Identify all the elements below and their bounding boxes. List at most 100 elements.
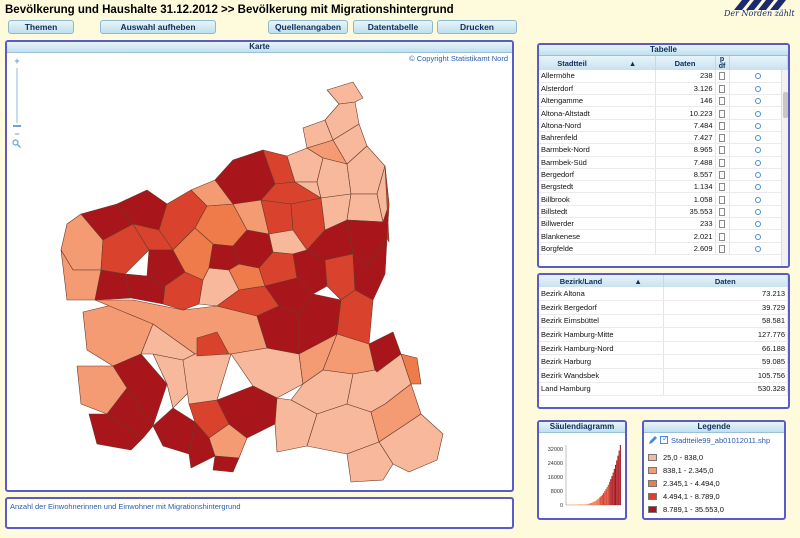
mini-bar — [580, 504, 582, 505]
table-row[interactable]: Blankenese 2.021 — [539, 229, 788, 243]
table-row[interactable]: Bezirk Wandsbek 105.756 — [539, 368, 788, 383]
pdf-document-icon[interactable] — [719, 183, 725, 192]
table-row[interactable]: Bergstedt 1.134 — [539, 180, 788, 194]
magnifier-icon[interactable] — [755, 159, 762, 166]
table-row[interactable]: Bezirk Bergedorf 39.729 — [539, 300, 788, 315]
pdf-document-icon[interactable] — [719, 97, 725, 106]
table-row[interactable]: Allermöhe 238 — [539, 70, 788, 83]
bezirk-value: 530.328 — [663, 382, 788, 397]
bezirk-name: Bezirk Bergedorf — [539, 300, 664, 315]
table-row[interactable]: Barmbek-Süd 7.488 — [539, 156, 788, 169]
legend-class-label: 838,1 - 2.345,0 — [663, 466, 714, 475]
pdf-document-icon[interactable] — [719, 121, 725, 130]
pencil-icon[interactable] — [648, 435, 657, 445]
tabelle-scrollbar[interactable] — [781, 70, 788, 266]
pdf-document-icon[interactable] — [719, 220, 725, 229]
table-row[interactable]: Altengamme 146 — [539, 94, 788, 108]
col-pdf[interactable]: p df — [715, 56, 730, 70]
table-row[interactable]: Bezirk Hamburg-Mitte 127.776 — [539, 327, 788, 342]
magnifier-icon[interactable] — [755, 196, 762, 203]
zoom-control[interactable]: + − — [12, 56, 22, 156]
pdf-document-icon[interactable] — [719, 134, 725, 143]
pdf-document-icon[interactable] — [719, 72, 725, 81]
bezirk-panel: Bezirk/Land ▲ Daten Bezirk Altona 73.213 B… — [537, 273, 790, 409]
magnifier-icon[interactable] — [755, 172, 762, 179]
layer-checkbox-icon[interactable]: ✓ — [660, 434, 669, 444]
magnifier-icon[interactable] — [755, 85, 762, 92]
magnifier-icon[interactable] — [755, 147, 762, 154]
col-bezirk-daten[interactable]: Daten — [663, 275, 788, 287]
themen-button[interactable]: Themen — [8, 20, 74, 34]
table-row[interactable]: Altona-Nord 7.484 — [539, 119, 788, 132]
pdf-document-icon[interactable] — [719, 84, 725, 93]
stadtteil-name: Altengamme — [539, 94, 656, 108]
magnifier-icon[interactable] — [755, 208, 762, 215]
table-row[interactable]: Altona-Altstadt 10.223 — [539, 106, 788, 120]
quellenangaben-button[interactable]: Quellenangaben — [268, 20, 348, 34]
pdf-document-icon[interactable] — [719, 109, 725, 118]
map-district — [378, 413, 444, 473]
mini-bar — [615, 464, 617, 505]
pdf-document-icon[interactable] — [719, 232, 725, 241]
pdf-document-icon[interactable] — [719, 171, 725, 180]
mini-bar — [603, 492, 605, 505]
mini-bar — [599, 497, 601, 505]
stadtteil-value: 8.557 — [655, 168, 716, 182]
magnifier-icon[interactable] — [755, 122, 762, 129]
mini-bar — [619, 445, 621, 505]
zoom-slider-track[interactable] — [16, 68, 18, 123]
table-row[interactable]: Bahrenfeld 7.427 — [539, 131, 788, 145]
magnifier-icon[interactable] — [755, 184, 762, 191]
table-row[interactable]: Billbrook 1.058 — [539, 192, 788, 206]
zoom-in-button[interactable]: + — [14, 56, 20, 66]
table-row[interactable]: Bergedorf 8.557 — [539, 168, 788, 182]
table-row[interactable]: Bezirk Hamburg-Nord 66.188 — [539, 341, 788, 356]
pdf-document-icon[interactable] — [719, 207, 725, 216]
datentabelle-button[interactable]: Datentabelle — [353, 20, 433, 34]
pdf-document-icon[interactable] — [719, 195, 725, 204]
table-row[interactable]: Billwerder 233 — [539, 217, 788, 231]
auswahl-aufheben-button[interactable]: Auswahl aufheben — [100, 20, 216, 34]
mini-bar — [576, 504, 578, 505]
pdf-document-icon[interactable] — [719, 158, 725, 167]
tabelle-panel: Tabelle Stadtteil ▲ Daten p df Allermöhe… — [537, 43, 790, 268]
map-district — [140, 323, 196, 361]
magnifier-icon[interactable] — [755, 110, 762, 117]
sort-asc-icon[interactable]: ▲ — [634, 276, 642, 286]
zoom-out-button[interactable]: − — [14, 129, 20, 139]
table-row[interactable]: Alsterdorf 3.126 — [539, 82, 788, 96]
saeulen-mini-chart[interactable]: 32000 24000 16000 8000 0 — [539, 433, 625, 519]
pdf-document-icon[interactable] — [719, 244, 725, 253]
table-row[interactable]: Billstedt 35.553 — [539, 205, 788, 219]
zoom-slider-handle[interactable] — [13, 125, 21, 127]
col-daten[interactable]: Daten — [655, 56, 716, 70]
zoom-search-icon[interactable] — [12, 139, 21, 148]
table-row[interactable]: Bezirk Eimsbüttel 58.581 — [539, 314, 788, 329]
stadtteil-name: Barmbek-Nord — [539, 143, 656, 157]
table-row[interactable]: Bezirk Altona 73.213 — [539, 287, 788, 302]
magnifier-icon[interactable] — [755, 98, 762, 105]
description-panel: Anzahl der Einwohnerinnen und Einwohner … — [5, 497, 514, 529]
table-row[interactable]: Barmbek-Nord 8.965 — [539, 143, 788, 157]
description-text: Anzahl der Einwohnerinnen und Einwohner … — [10, 502, 241, 511]
pdf-document-icon[interactable] — [719, 146, 725, 155]
magnifier-icon[interactable] — [755, 233, 762, 240]
col-stadtteil[interactable]: Stadtteil ▲ — [539, 56, 656, 70]
col-bezirk[interactable]: Bezirk/Land ▲ — [539, 275, 664, 287]
magnifier-icon[interactable] — [755, 135, 762, 142]
hamburg-choropleth-map[interactable] — [7, 54, 512, 490]
table-row[interactable]: Borgfelde 2.609 — [539, 242, 788, 255]
table-row[interactable]: Bezirk Harburg 59.085 — [539, 354, 788, 370]
magnifier-icon[interactable] — [755, 73, 762, 80]
sort-asc-icon[interactable]: ▲ — [628, 58, 637, 68]
scrollbar-thumb[interactable] — [783, 92, 788, 118]
mini-bar — [587, 503, 589, 505]
legend-swatch — [648, 480, 657, 487]
bezirk-name: Bezirk Eimsbüttel — [539, 314, 664, 329]
table-row[interactable]: Land Hamburg 530.328 — [539, 382, 788, 397]
mini-bar — [570, 504, 572, 505]
drucken-button[interactable]: Drucken — [437, 20, 517, 34]
magnifier-icon[interactable] — [755, 245, 762, 252]
magnifier-icon[interactable] — [755, 221, 762, 228]
legend-swatch — [648, 506, 657, 513]
